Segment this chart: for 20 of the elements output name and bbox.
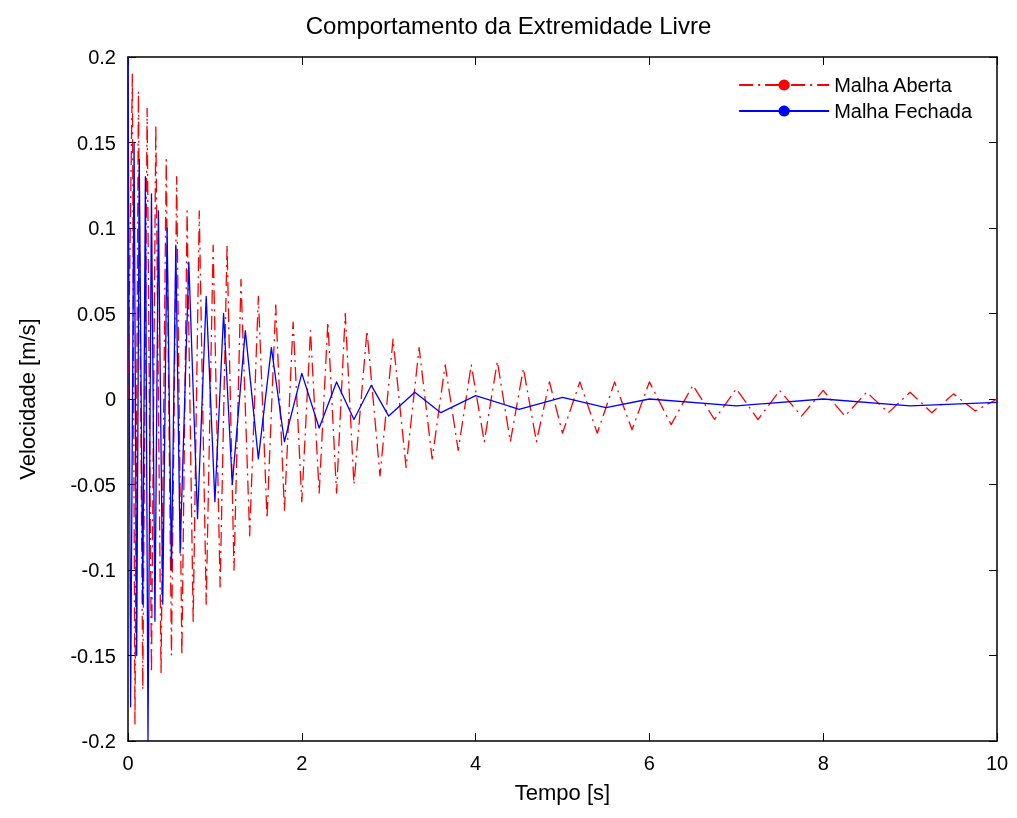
chart-title: Comportamento da Extremidade Livre — [305, 11, 712, 39]
x-tick-label: 4 — [470, 752, 482, 774]
legend-label: Malha Aberta — [834, 74, 953, 96]
y-tick-label: -0.15 — [70, 644, 116, 667]
x-tick-label: 2 — [296, 752, 308, 774]
x-axis-title: Tempo [s] — [514, 779, 611, 805]
y-tick-label: 0 — [104, 388, 116, 410]
y-axis-title: Velocidade [m/s] — [14, 318, 40, 480]
x-tick-label: 6 — [643, 752, 655, 774]
y-tick-label: 0.15 — [77, 131, 116, 154]
x-tick-label: 8 — [817, 752, 829, 774]
y-tick-label: -0.05 — [70, 473, 116, 496]
y-tick-label: 0.1 — [88, 217, 116, 239]
x-tick-label: 0 — [122, 752, 134, 774]
y-tick-label: 0.2 — [88, 46, 116, 68]
y-tick-label: -0.2 — [81, 730, 116, 752]
y-tick-label: -0.1 — [81, 559, 116, 581]
x-tick-label: 10 — [985, 752, 1009, 774]
legend-label: Malha Fechada — [834, 100, 973, 122]
y-tick-label: 0.05 — [77, 302, 116, 325]
